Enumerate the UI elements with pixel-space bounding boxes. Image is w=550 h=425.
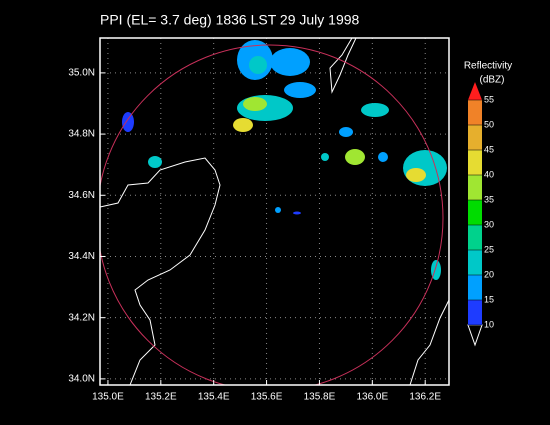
colorbar-segment [468,300,482,325]
colorbar-segment [468,200,482,225]
echo [122,112,134,132]
colorbar-unit: (dBZ) [480,75,505,86]
colorbar-tick-label: 15 [484,294,494,304]
colorbar: 10 15 20 25 30 35 40 45 50 55 [467,82,494,347]
echoes [100,38,449,385]
colorbar-tick-label: 35 [484,194,494,204]
x-tick-label: 135.0E [92,392,124,403]
coastline [409,299,449,385]
plot-frame [99,37,450,386]
coastline [100,157,221,385]
echo [275,207,281,213]
echo [403,150,447,186]
echo [378,152,388,162]
colorbar-segment [468,250,482,275]
echo [243,97,267,111]
echo [361,103,389,117]
echo [293,211,301,215]
colorbar-segment [468,100,482,125]
colorbar-segment [468,225,482,250]
colorbar-segment [468,125,482,150]
echo [249,56,267,74]
x-tick-label: 136.0E [356,392,388,403]
y-tick-label: 34.2N [68,312,95,323]
colorbar-tick-label: 55 [484,94,494,104]
echo [406,168,426,182]
x-tick-label: 135.4E [198,392,230,403]
echo [345,149,365,165]
colorbar-tick-label: 50 [484,119,494,129]
colorbar-segment [468,275,482,300]
x-tick-label: 135.8E [304,392,336,403]
chart-title: PPI (EL= 3.7 deg) 1836 LST 29 July 1998 [100,12,360,28]
colorbar-title: Reflectivity [464,61,512,72]
y-tick-label: 35.0N [68,68,95,79]
x-tick-label: 136.2E [409,392,441,403]
echo [339,127,353,137]
echo [321,153,329,161]
colorbar-tick-label: 25 [484,244,494,254]
colorbar-tick-label: 20 [484,269,494,279]
grid [100,38,449,385]
colorbar-top-arrow [468,82,482,100]
coastline [329,38,357,94]
y-tick-label: 34.0N [68,374,95,385]
y-tick-label: 34.4N [68,251,95,262]
colorbar-tick-label: 10 [484,319,494,329]
colorbar-tick-label: 30 [484,219,494,229]
x-tick-label: 135.6E [251,392,283,403]
y-tick-label: 34.6N [68,190,95,201]
colorbar-segment [468,150,482,175]
colorbar-tick-label: 40 [484,169,494,179]
x-tick-label: 135.2E [145,392,177,403]
range-ring [100,44,444,385]
y-tick-label: 34.8N [68,129,95,140]
echo [233,118,253,132]
colorbar-tick-label: 45 [484,144,494,154]
echo [270,48,310,76]
colorbar-segment [468,175,482,200]
echo [148,156,162,168]
echo [284,82,316,98]
